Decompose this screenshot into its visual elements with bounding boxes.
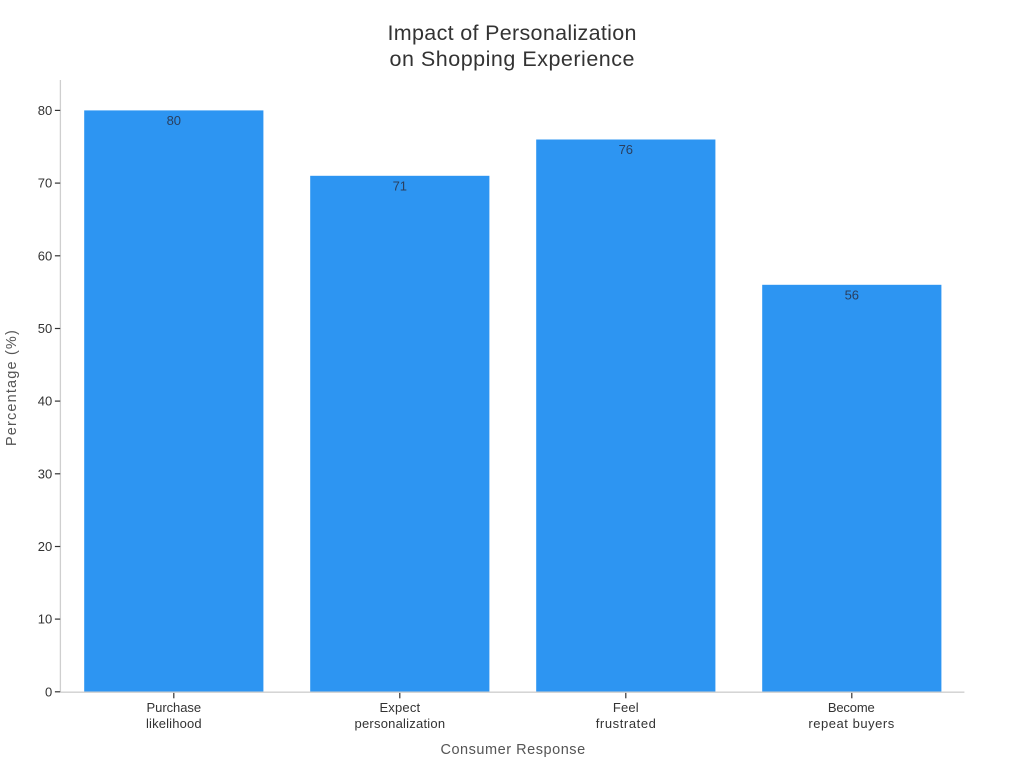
svg-text:70: 70 [38, 176, 52, 191]
svg-text:Percentage (%): Percentage (%) [4, 330, 20, 446]
svg-text:60: 60 [38, 248, 52, 263]
svg-text:40: 40 [38, 394, 52, 409]
svg-text:76: 76 [619, 142, 633, 157]
svg-text:80: 80 [38, 103, 52, 118]
svg-text:30: 30 [38, 466, 52, 481]
svg-text:Consumer Response: Consumer Response [440, 742, 585, 758]
svg-text:50: 50 [38, 321, 52, 336]
svg-text:80: 80 [167, 113, 181, 128]
svg-text:0: 0 [45, 684, 52, 699]
svg-text:56: 56 [845, 287, 859, 302]
svg-text:Expect: Expect [379, 700, 420, 715]
svg-text:Impact of Personalization: Impact of Personalization [388, 21, 637, 45]
svg-text:71: 71 [393, 178, 407, 193]
svg-text:on Shopping Experience: on Shopping Experience [390, 47, 635, 71]
svg-text:repeat buyers: repeat buyers [808, 716, 894, 731]
svg-text:Purchase: Purchase [147, 700, 202, 715]
svg-text:likelihood: likelihood [146, 716, 202, 731]
svg-text:personalization: personalization [355, 716, 446, 731]
svg-text:Feel: Feel [613, 700, 639, 715]
svg-text:frustrated: frustrated [596, 716, 656, 731]
svg-text:20: 20 [38, 539, 52, 554]
svg-text:Become: Become [828, 700, 875, 715]
svg-text:10: 10 [38, 612, 52, 627]
